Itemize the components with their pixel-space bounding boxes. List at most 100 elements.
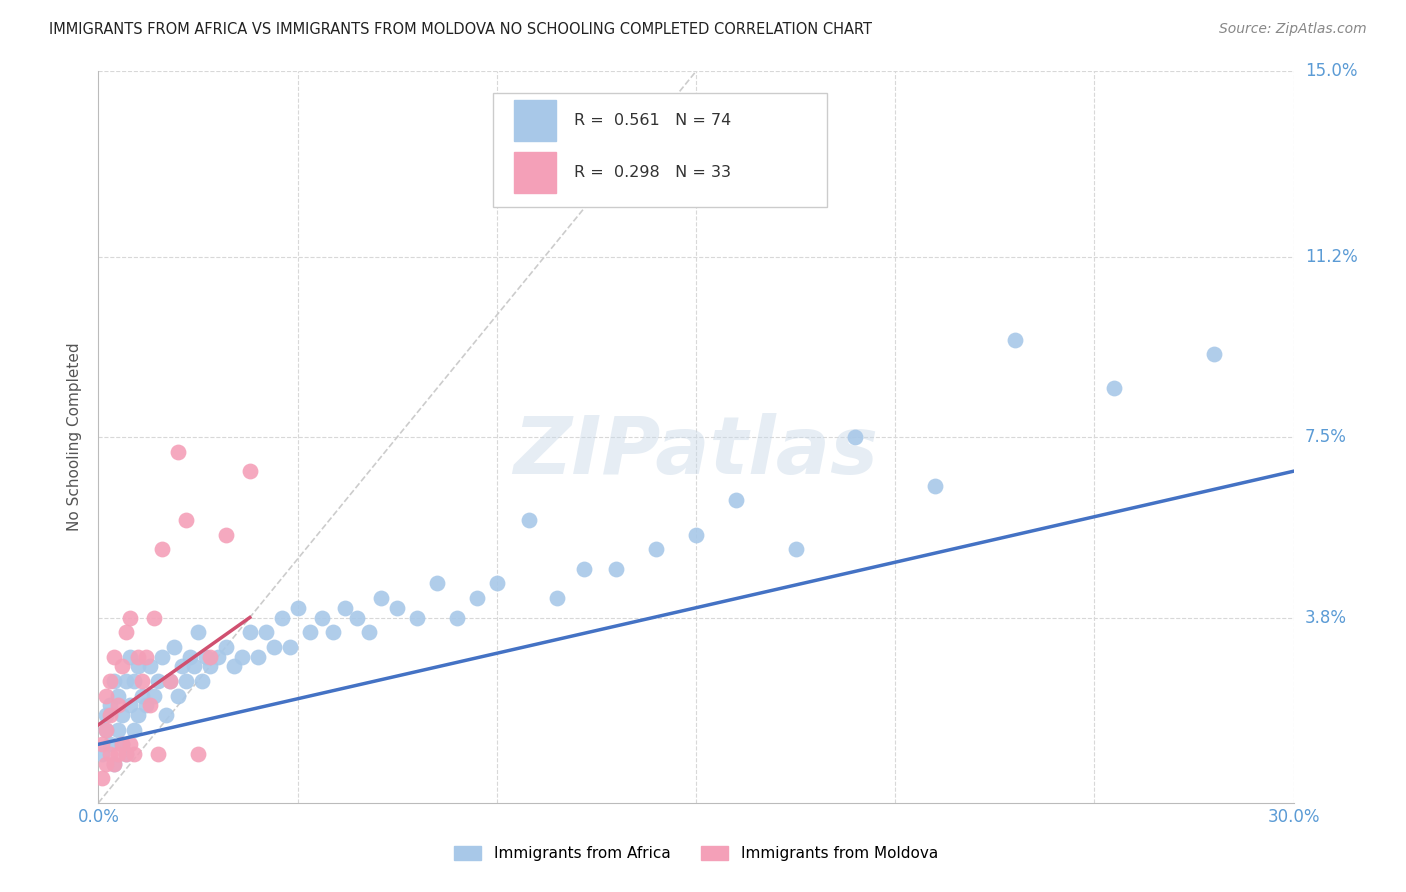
Point [107,698,129,713]
Point [215,640,238,654]
Text: Source: ZipAtlas.com: Source: ZipAtlas.com [1219,22,1367,37]
Point [198,659,221,673]
Point [785,542,807,557]
Point [685,527,707,541]
Point [645,542,668,557]
Point [111,659,134,673]
Legend: Immigrants from Africa, Immigrants from Moldova: Immigrants from Africa, Immigrants from … [454,846,938,861]
Point [124,747,146,761]
Text: IMMIGRANTS FROM AFRICA VS IMMIGRANTS FROM MOLDOVA NO SCHOOLING COMPLETED CORRELA: IMMIGRANTS FROM AFRICA VS IMMIGRANTS FRO… [49,22,872,37]
Point [359,625,381,640]
Point [96,689,118,703]
Point [1104,381,1126,395]
Point [924,479,946,493]
Point [143,610,166,624]
Point [124,673,146,688]
Point [115,625,138,640]
Point [98,737,122,751]
Point [254,625,277,640]
Point [298,625,321,640]
Point [150,542,173,557]
Text: 11.2%: 11.2% [1305,248,1357,266]
Point [167,444,190,458]
Point [103,756,125,771]
Point [127,659,149,673]
Point [163,640,186,654]
Point [96,756,118,771]
Point [311,610,333,624]
Text: R =  0.298   N = 33: R = 0.298 N = 33 [574,165,731,180]
Point [91,747,114,761]
Point [263,640,285,654]
Point [98,673,122,688]
Point [724,493,747,508]
Point [198,649,221,664]
Point [103,649,125,664]
Point [120,649,142,664]
Point [148,747,170,761]
Bar [515,100,557,141]
Point [335,600,357,615]
Point [346,610,368,624]
Point [103,756,125,771]
Bar [515,153,557,193]
Point [107,689,129,703]
Point [135,649,157,664]
Point [131,689,153,703]
Point [239,464,262,478]
Point [98,747,122,761]
Point [406,610,429,624]
Point [148,673,170,688]
Point [91,772,114,786]
FancyBboxPatch shape [494,94,828,207]
Point [120,610,142,624]
Point [111,708,134,723]
Point [605,562,627,576]
Point [139,659,162,673]
Point [172,659,194,673]
Point [120,698,142,713]
Point [98,698,122,713]
Y-axis label: No Schooling Completed: No Schooling Completed [67,343,83,532]
Point [465,591,488,605]
Point [183,659,205,673]
Point [844,430,866,444]
Point [174,673,197,688]
Point [159,673,181,688]
Point [107,723,129,737]
Point [111,737,134,751]
Point [287,600,309,615]
Point [546,591,568,605]
Point [155,708,177,723]
Point [179,649,201,664]
Point [1004,333,1026,347]
Point [385,600,409,615]
Point [574,562,596,576]
Point [370,591,392,605]
Text: R =  0.561   N = 74: R = 0.561 N = 74 [574,113,731,128]
Point [124,723,146,737]
Point [111,737,134,751]
Point [96,723,118,737]
Point [231,649,253,664]
Point [91,737,114,751]
Text: ZIPatlas: ZIPatlas [513,413,879,491]
Point [246,649,269,664]
Point [446,610,468,624]
Point [187,747,209,761]
Point [107,747,129,761]
Point [187,625,209,640]
Point [322,625,344,640]
Point [135,698,157,713]
Point [120,737,142,751]
Point [278,640,301,654]
Point [115,673,138,688]
Point [485,576,508,591]
Point [215,527,238,541]
Point [127,649,149,664]
Point [207,649,229,664]
Point [222,659,245,673]
Point [96,723,118,737]
Text: 15.0%: 15.0% [1305,62,1357,80]
Point [139,698,162,713]
